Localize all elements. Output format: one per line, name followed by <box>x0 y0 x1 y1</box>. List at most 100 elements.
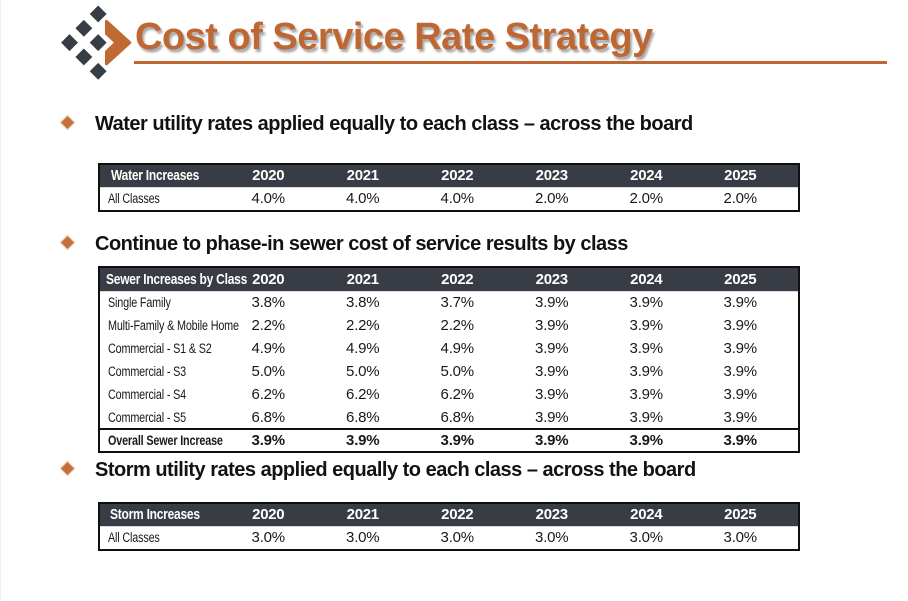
value-cell: 3.9% <box>629 408 664 426</box>
value-cell: 3.9% <box>629 340 664 357</box>
column-header: 2022 <box>421 267 516 292</box>
value-cell: 3.9% <box>535 363 569 380</box>
value-cell: 5.0% <box>251 363 286 380</box>
value-cell: 3.0% <box>346 529 380 547</box>
column-header: 2025 <box>704 503 799 527</box>
value-cell: 2.0% <box>535 190 569 208</box>
value-cell: 4.0% <box>251 190 286 208</box>
value-cell: 2.2% <box>440 317 475 334</box>
value-cell: 3.9% <box>326 428 421 452</box>
column-header: 2023 <box>515 267 610 292</box>
value-cell: 3.9% <box>629 317 664 334</box>
column-header: 2020 <box>232 164 327 188</box>
storm-increases-table: Storm Increases 2020 2021 2022 2023 2024… <box>98 502 800 551</box>
sewer-bullet-text: Continue to phase-in sewer cost of servi… <box>95 233 628 255</box>
logo-arrow-icon <box>104 19 132 66</box>
table-header-row: Water Increases 2020 2021 2022 2023 2024… <box>99 164 799 188</box>
table-row: Multi-Family & Mobile Home 2.2% 2.2% 2.2% 3.… <box>99 314 799 337</box>
value-cell: 3.9% <box>723 317 758 334</box>
column-header: 2024 <box>610 503 705 527</box>
page-title: Cost of Service Rate Strategy <box>135 16 653 58</box>
value-cell: 3.9% <box>535 317 569 334</box>
value-cell: 6.8% <box>440 408 475 426</box>
water-increases-table: Water Increases 2020 2021 2022 2023 2024… <box>98 163 800 212</box>
row-label-cell: Commercial - S3 <box>108 364 187 379</box>
column-header: 2020 <box>232 267 327 292</box>
table-row: Commercial - S4 6.2% 6.2% 6.2% 3.9% 3.9% 3.9% <box>99 383 799 406</box>
water-bullet-row: Water utility rates applied equally to e… <box>59 110 889 140</box>
sewer-table-header: Sewer Increases by Class 2020 2021 2022 … <box>99 267 799 292</box>
overall-sewer-row: Overall Sewer Increase 3.9% 3.9% 3.9% 3.… <box>99 428 799 452</box>
value-cell: 3.8% <box>346 294 380 312</box>
column-header: Water Increases <box>99 164 232 188</box>
value-cell: 3.9% <box>723 340 758 357</box>
table-row: Commercial - S5 6.8% 6.8% 6.8% 3.9% 3.9% 3.9% <box>99 406 799 429</box>
column-header: 2023 <box>515 503 610 527</box>
row-label-cell: All Classes <box>108 530 160 546</box>
row-label-cell: Multi-Family & Mobile Home <box>108 318 239 333</box>
sewer-table-body: Single Family 3.8% 3.8% 3.7% 3.9% 3.9% 3.9% Mul… <box>99 291 799 429</box>
sewer-bullet-row: Continue to phase-in sewer cost of servi… <box>59 230 889 260</box>
value-cell: 3.9% <box>535 340 569 357</box>
storm-table-header: Storm Increases 2020 2021 2022 2023 2024… <box>99 503 799 527</box>
row-label-cell: Commercial - S5 <box>108 409 187 425</box>
row-label-cell: All Classes <box>108 191 160 207</box>
column-header: 2022 <box>421 503 516 527</box>
value-cell: 3.0% <box>440 529 475 547</box>
value-cell: 6.2% <box>440 386 475 403</box>
value-cell: 2.2% <box>346 317 380 334</box>
value-cell: 3.9% <box>723 294 758 312</box>
value-cell: 6.8% <box>251 408 286 426</box>
water-bullet-text: Water utility rates applied equally to e… <box>95 113 693 135</box>
value-cell: 3.9% <box>629 386 664 403</box>
value-cell: 4.9% <box>251 340 286 357</box>
title-underline <box>134 61 887 64</box>
value-cell: 3.9% <box>723 363 758 380</box>
column-header: 2024 <box>610 164 705 188</box>
column-header: 2021 <box>326 267 421 292</box>
row-label-cell: Commercial - S4 <box>108 387 187 402</box>
sewer-table-footer: Overall Sewer Increase 3.9% 3.9% 3.9% 3.… <box>99 428 799 452</box>
row-label-cell: Single Family <box>108 295 171 311</box>
value-cell: 3.0% <box>535 529 569 547</box>
sewer-increases-table: Sewer Increases by Class 2020 2021 2022 … <box>98 266 800 453</box>
value-cell: 3.9% <box>515 428 610 452</box>
table-row: Commercial - S1 & S2 4.9% 4.9% 4.9% 3.9% 3.9%… <box>99 337 799 360</box>
column-header: 2023 <box>515 164 610 188</box>
value-cell: 3.0% <box>251 529 286 547</box>
table-header-row: Sewer Increases by Class 2020 2021 2022 … <box>99 267 799 292</box>
value-cell: 3.9% <box>535 294 569 312</box>
value-cell: 3.9% <box>723 408 758 426</box>
diamond-bullet-icon <box>61 236 74 249</box>
column-header: 2022 <box>421 164 516 188</box>
column-header: 2021 <box>326 164 421 188</box>
logo-dark-diamonds <box>61 5 107 80</box>
value-cell: 3.9% <box>723 386 758 403</box>
diamond-arrow-logo <box>61 5 132 80</box>
table-row: All Classes 4.0% 4.0% 4.0% 2.0% 2.0% 2.0% <box>99 187 799 211</box>
value-cell: 5.0% <box>346 363 380 380</box>
value-cell: 4.0% <box>440 190 475 208</box>
value-cell: 3.9% <box>629 363 664 380</box>
table-row: All Classes 3.0% 3.0% 3.0% 3.0% 3.0% 3.0% <box>99 526 799 550</box>
column-header: Storm Increases <box>99 503 232 527</box>
value-cell: 4.9% <box>440 340 475 357</box>
value-cell: 4.0% <box>346 190 380 208</box>
value-cell: 3.7% <box>440 294 475 312</box>
value-cell: 5.0% <box>440 363 475 380</box>
value-cell: 3.8% <box>251 294 286 312</box>
storm-bullet-text: Storm utility rates applied equally to e… <box>95 459 696 481</box>
row-label-cell: Overall Sewer Increase <box>99 428 232 452</box>
diamond-bullet-icon <box>61 462 74 475</box>
water-table-header: Water Increases 2020 2021 2022 2023 2024… <box>99 164 799 188</box>
column-header: 2020 <box>232 503 327 527</box>
value-cell: 3.0% <box>723 529 758 547</box>
value-cell: 3.9% <box>232 428 327 452</box>
value-cell: 3.9% <box>704 428 799 452</box>
value-cell: 2.0% <box>629 190 664 208</box>
value-cell: 3.9% <box>535 386 569 403</box>
value-cell: 3.9% <box>610 428 705 452</box>
value-cell: 4.9% <box>346 340 380 357</box>
column-header: 2021 <box>326 503 421 527</box>
